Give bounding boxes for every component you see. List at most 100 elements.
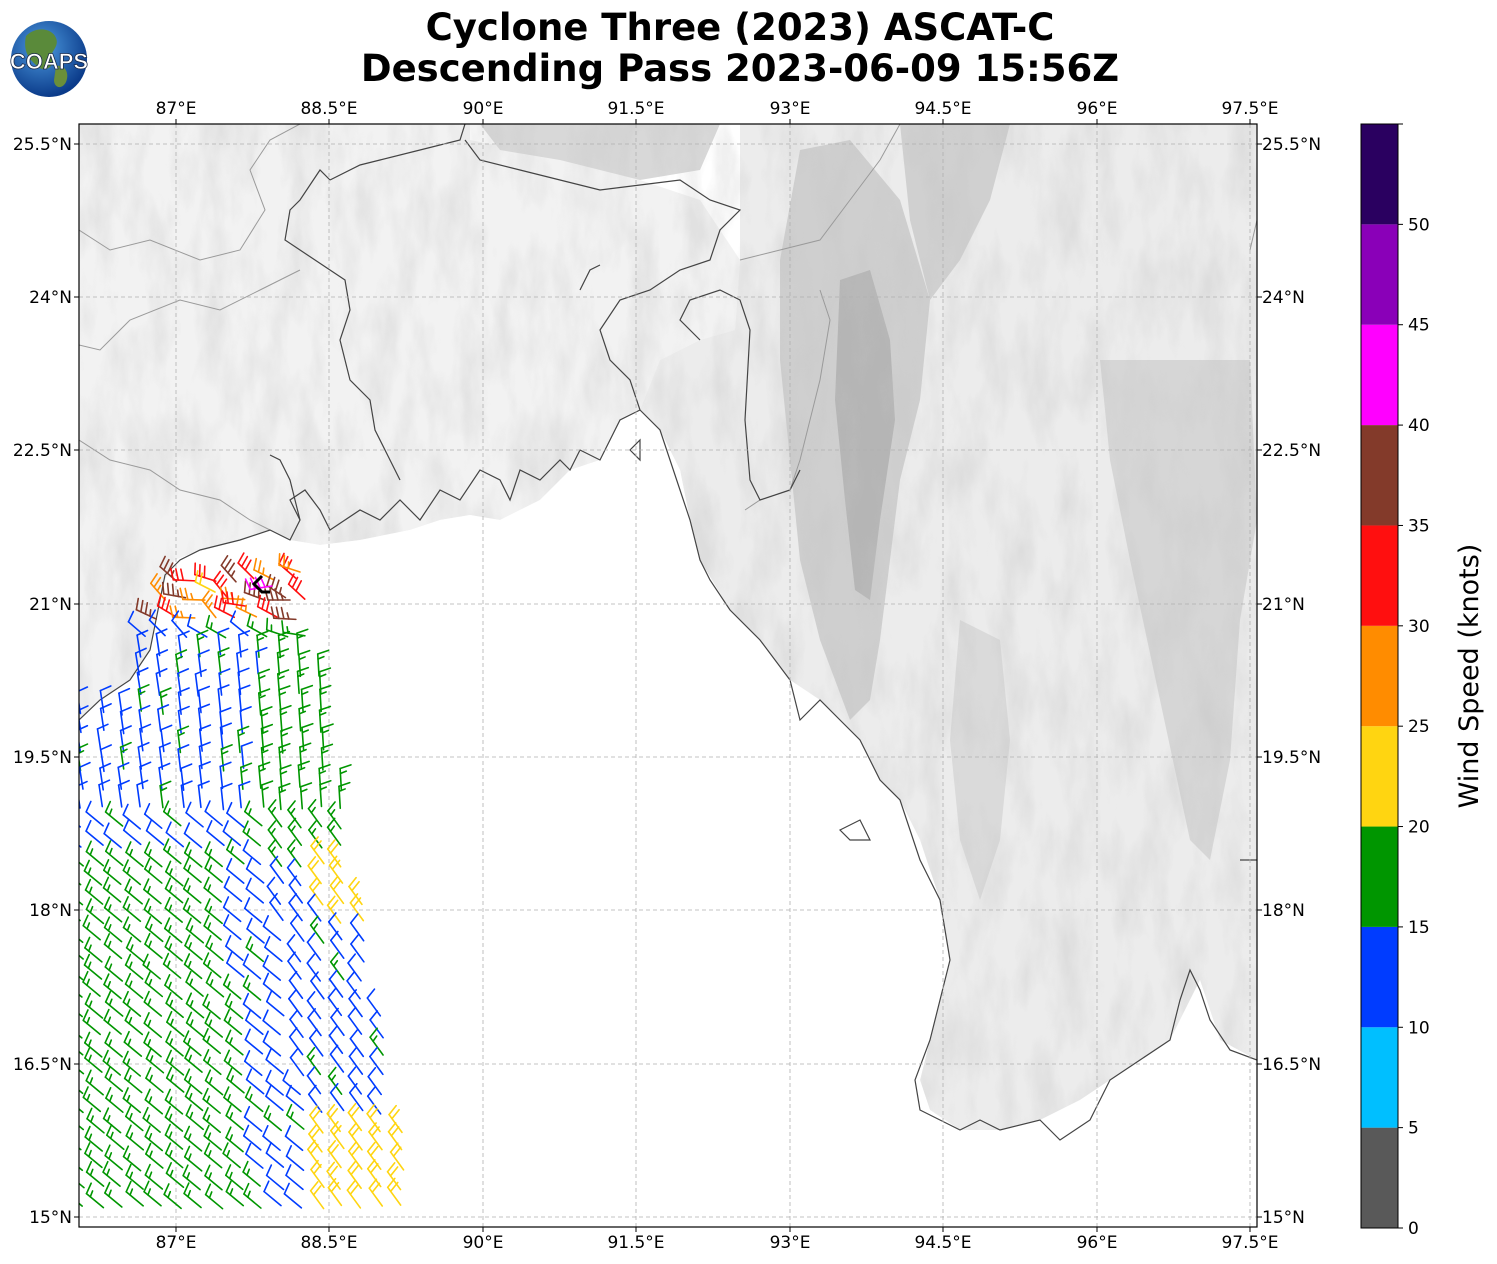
wind-barb: [202, 952, 222, 979]
wind-barb: [219, 761, 232, 790]
wind-barb: [339, 764, 352, 792]
wind-barb: [244, 1086, 264, 1113]
wind-barb: [148, 609, 166, 637]
wind-barb: [104, 990, 124, 1017]
wind-barb: [204, 1011, 224, 1038]
wind-barb: [125, 936, 145, 963]
wind-barb: [219, 722, 233, 751]
colorbar-frame: [1360, 123, 1399, 1229]
wind-barb: [164, 1142, 184, 1169]
lat-tick-left: 22.5°N: [13, 441, 72, 461]
wind-barb: [265, 1069, 284, 1096]
wind-barb: [184, 1085, 204, 1112]
wind-barb: [184, 934, 203, 961]
wind-barb: [143, 878, 162, 905]
wind-barb: [319, 779, 332, 808]
wind-barb: [125, 841, 144, 868]
wind-barb: [145, 1142, 164, 1169]
wind-barb: [123, 1030, 143, 1057]
chart-title-line1: Cyclone Three (2023) ASCAT-C: [425, 6, 1055, 49]
wind-barb: [280, 726, 293, 754]
wind-barb: [265, 1048, 284, 1075]
wind-barb: [84, 992, 104, 1019]
wind-barb: [347, 1066, 363, 1095]
lon-tick-bottom: 91.5°E: [607, 1233, 664, 1253]
wind-barb: [329, 930, 345, 959]
wind-barb: [243, 1105, 263, 1132]
wind-barb: [262, 1030, 282, 1057]
wind-barb: [327, 912, 343, 941]
wind-barb: [183, 1145, 203, 1172]
colorbar-bin: [1361, 1127, 1398, 1228]
wind-barb: [223, 914, 242, 941]
wind-barb: [246, 917, 265, 944]
lat-tick-left: 16.5°N: [13, 1055, 72, 1075]
wind-barb: [244, 800, 263, 827]
wind-barb: [202, 1107, 222, 1134]
wind-barb: [177, 630, 190, 659]
wind-barb: [125, 1105, 144, 1132]
chart-title-line2: Descending Pass 2023-06-09 15:56Z: [360, 47, 1120, 90]
colorbar-label: Wind Speed (knots): [1454, 544, 1485, 809]
wind-barb: [220, 782, 233, 811]
wind-barb: [217, 647, 230, 675]
longitude-labels-top: 87°E 88.5°E 90°E 91.5°E 93°E 94.5°E 96°E 97.5°E: [156, 99, 1279, 124]
wind-barb: [79, 844, 82, 848]
wind-barb: [265, 1085, 284, 1112]
wind-barb: [85, 800, 104, 827]
wind-barb: [143, 1180, 162, 1207]
colorbar-bin: [1361, 224, 1398, 325]
map-frame: [78, 123, 1258, 1228]
colorbar-bin: [1361, 525, 1398, 626]
wind-barb: [122, 819, 142, 846]
wind-barb: [144, 1125, 164, 1152]
colorbar-bin: [1361, 726, 1398, 827]
wind-barb: [79, 975, 84, 981]
wind-barb: [137, 683, 150, 712]
wind-barb: [287, 817, 303, 846]
lon-tick-bottom: 96°E: [1077, 1233, 1118, 1253]
wind-barb: [122, 896, 142, 923]
wind-barb: [122, 1050, 142, 1077]
wind-barb: [287, 573, 306, 600]
wind-barb: [279, 704, 292, 733]
wind-barb: [104, 1065, 124, 1093]
lon-tick-bottom: 94.5°E: [914, 1233, 971, 1253]
wind-barb: [145, 1066, 164, 1093]
wind-barb: [285, 1145, 305, 1172]
wind-barb: [253, 557, 275, 581]
wind-barb: [185, 917, 205, 944]
wind-barb: [164, 935, 183, 962]
wind-barb: [99, 762, 112, 791]
wind-barb: [246, 613, 268, 638]
wind-barb: [349, 913, 365, 942]
wind-barb: [144, 916, 164, 943]
wind-barb: [266, 876, 282, 905]
wind-barb: [183, 841, 203, 868]
wind-barb: [164, 877, 184, 904]
wind-barb: [308, 1124, 323, 1153]
wind-barb: [102, 1160, 121, 1187]
wind-barb: [225, 1164, 244, 1191]
wind-barb: [144, 971, 164, 998]
wind-barb: [350, 934, 365, 963]
wind-barb: [84, 1046, 103, 1073]
colorbar-tick-label: 45: [1408, 316, 1430, 336]
wind-barb: [289, 913, 305, 942]
wind-barb: [299, 742, 312, 770]
wind-barb: [242, 1160, 261, 1187]
wind-barb: [180, 780, 193, 809]
wind-barb: [143, 1012, 163, 1039]
wind-barb: [260, 743, 274, 771]
wind-barb: [347, 1006, 363, 1035]
logo-text: COAPS: [10, 49, 88, 74]
wind-barb: [306, 893, 322, 922]
wind-barb: [86, 1107, 105, 1134]
wind-barb: [261, 780, 274, 808]
wind-barb: [327, 987, 343, 1017]
wind-barb: [307, 856, 322, 885]
wind-barb: [143, 990, 163, 1017]
wind-barb: [321, 723, 334, 751]
wind-barb: [306, 932, 322, 961]
wind-barb: [299, 782, 313, 810]
